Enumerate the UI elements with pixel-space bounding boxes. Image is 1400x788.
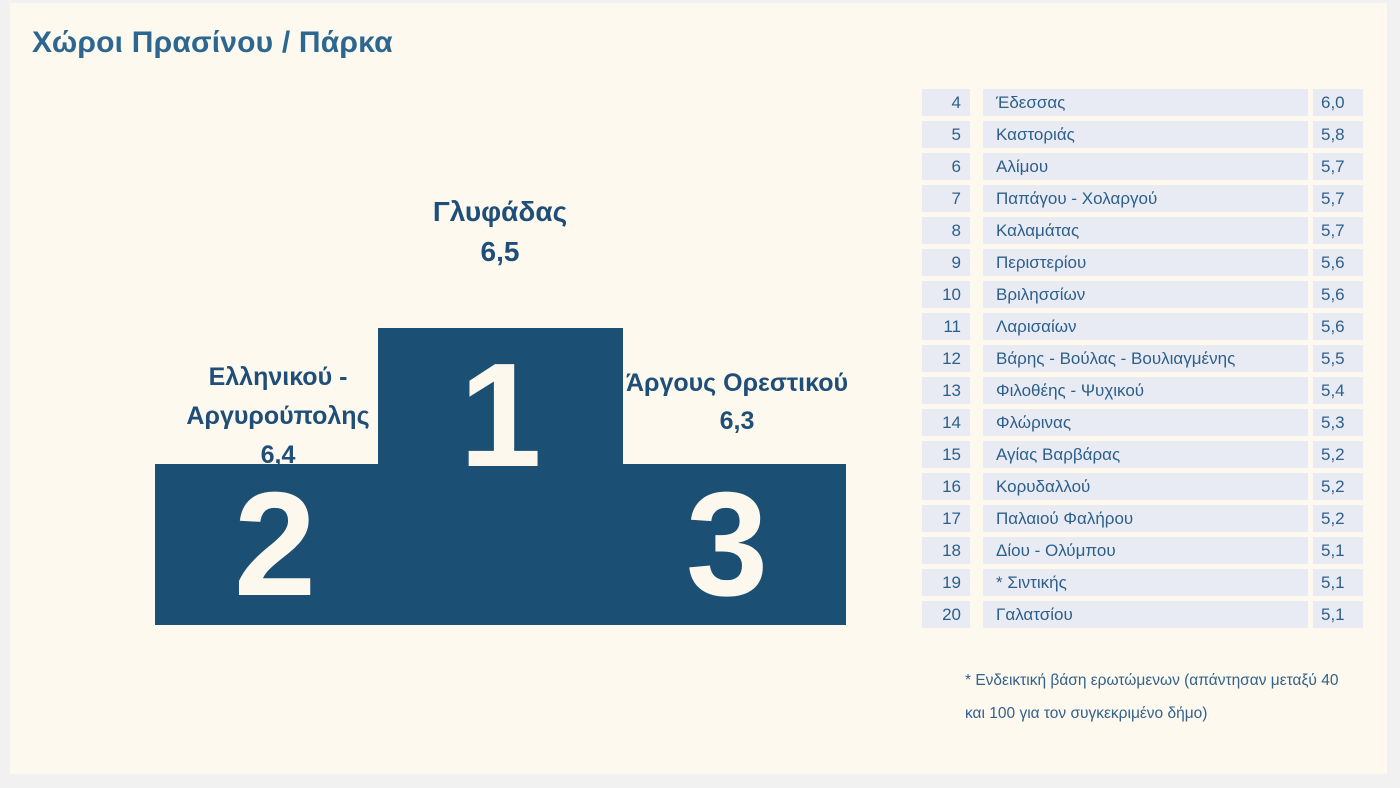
- score-cell: 5,1: [1313, 537, 1363, 564]
- podium-first-name: Γλυφάδας: [432, 196, 568, 227]
- score-cell: 5,7: [1313, 153, 1363, 180]
- municipality-cell: Φιλοθέης - Ψυχικού: [983, 377, 1308, 404]
- score-cell: 5,6: [1313, 281, 1363, 308]
- score-cell: 5,7: [1313, 217, 1363, 244]
- table-row: 20 Γαλατσίου 5,1: [922, 601, 1363, 628]
- table-row: 10 Βριλησσίων 5,6: [922, 281, 1363, 308]
- score-cell: 5,2: [1313, 473, 1363, 500]
- table-row: 4 Έδεσσας 6,0: [922, 89, 1363, 116]
- score-cell: 5,8: [1313, 121, 1363, 148]
- score-cell: 5,2: [1313, 505, 1363, 532]
- podium-rank-1: 1: [459, 332, 542, 498]
- page-title: Χώροι Πρασίνου / Πάρκα: [32, 26, 393, 59]
- podium-second-name: Ελληνικού - Αργυρούπολης: [186, 363, 370, 430]
- score-cell: 6,0: [1313, 89, 1363, 116]
- rank-cell: 19: [922, 569, 970, 596]
- rank-cell: 4: [922, 89, 970, 116]
- municipality-cell: Παπάγου - Χολαργού: [983, 185, 1308, 212]
- rank-cell: 7: [922, 185, 970, 212]
- podium-third-name: Άργους Ορεστικού: [625, 369, 849, 397]
- rank-cell: 8: [922, 217, 970, 244]
- municipality-cell: Κορυδαλλού: [983, 473, 1308, 500]
- score-cell: 5,1: [1313, 601, 1363, 628]
- rank-cell: 16: [922, 473, 970, 500]
- table-row: 9 Περιστερίου 5,6: [922, 249, 1363, 276]
- footnote: * Ενδεικτική βάση ερωτώμενων (απάντησαν …: [965, 672, 1385, 738]
- rank-cell: 11: [922, 313, 970, 340]
- municipality-cell: Παλαιού Φαλήρου: [983, 505, 1308, 532]
- score-cell: 5,7: [1313, 185, 1363, 212]
- table-row: 6 Αλίμου 5,7: [922, 153, 1363, 180]
- table-row: 15 Αγίας Βαρβάρας 5,2: [922, 441, 1363, 468]
- municipality-cell: Δίου - Ολύμπου: [983, 537, 1308, 564]
- rank-cell: 15: [922, 441, 970, 468]
- municipality-cell: Βάρης - Βούλας - Βουλιαγμένης: [983, 345, 1308, 372]
- table-row: 18 Δίου - Ολύμπου 5,1: [922, 537, 1363, 564]
- score-cell: 5,6: [1313, 249, 1363, 276]
- podium-second-score: 6,4: [260, 441, 296, 469]
- municipality-cell: Φλώρινας: [983, 409, 1308, 436]
- footnote-line-1: * Ενδεικτική βάση ερωτώμενων (απάντησαν …: [965, 672, 1339, 689]
- rank-cell: 17: [922, 505, 970, 532]
- municipality-cell: Αγίας Βαρβάρας: [983, 441, 1308, 468]
- table-row: 14 Φλώρινας 5,3: [922, 409, 1363, 436]
- municipality-cell: Βριλησσίων: [983, 281, 1308, 308]
- rank-cell: 6: [922, 153, 970, 180]
- score-cell: 5,5: [1313, 345, 1363, 372]
- score-cell: 5,2: [1313, 441, 1363, 468]
- rank-cell: 14: [922, 409, 970, 436]
- score-cell: 5,6: [1313, 313, 1363, 340]
- ranking-table: 4 Έδεσσας 6,0 5 Καστοριάς 5,8 6 Αλίμου 5…: [922, 89, 1363, 633]
- podium-rank-2: 2: [233, 461, 317, 627]
- table-row: 13 Φιλοθέης - Ψυχικού 5,4: [922, 377, 1363, 404]
- podium-third-label: Άργους Ορεστικού 6,3: [577, 364, 897, 440]
- table-row: 12 Βάρης - Βούλας - Βουλιαγμένης 5,5: [922, 345, 1363, 372]
- table-row: 11 Λαρισαίων 5,6: [922, 313, 1363, 340]
- table-row: 19 * Σιντικής 5,1: [922, 569, 1363, 596]
- rank-cell: 12: [922, 345, 970, 372]
- podium-rank-3: 3: [685, 461, 769, 627]
- municipality-cell: Έδεσσας: [983, 89, 1308, 116]
- podium-second-label: Ελληνικού - Αργυρούπολης 6,4: [148, 358, 408, 475]
- municipality-cell: Λαρισαίων: [983, 313, 1308, 340]
- municipality-cell: Αλίμου: [983, 153, 1308, 180]
- rank-cell: 18: [922, 537, 970, 564]
- score-cell: 5,3: [1313, 409, 1363, 436]
- table-row: 8 Καλαμάτας 5,7: [922, 217, 1363, 244]
- podium-first-place-block: [378, 328, 623, 625]
- rank-cell: 9: [922, 249, 970, 276]
- score-cell: 5,1: [1313, 569, 1363, 596]
- score-cell: 5,4: [1313, 377, 1363, 404]
- podium-first-score: 6,5: [480, 236, 520, 267]
- municipality-cell: * Σιντικής: [983, 569, 1308, 596]
- table-row: 5 Καστοριάς 5,8: [922, 121, 1363, 148]
- rank-cell: 20: [922, 601, 970, 628]
- footnote-line-2: και 100 για τον συγκεκριμένο δήμο): [965, 705, 1208, 722]
- podium-first-label: Γλυφάδας 6,5: [350, 192, 650, 272]
- municipality-cell: Περιστερίου: [983, 249, 1308, 276]
- municipality-cell: Καλαμάτας: [983, 217, 1308, 244]
- podium-third-score: 6,3: [719, 407, 755, 435]
- table-row: 7 Παπάγου - Χολαργού 5,7: [922, 185, 1363, 212]
- municipality-cell: Καστοριάς: [983, 121, 1308, 148]
- municipality-cell: Γαλατσίου: [983, 601, 1308, 628]
- table-row: 16 Κορυδαλλού 5,2: [922, 473, 1363, 500]
- rank-cell: 10: [922, 281, 970, 308]
- table-row: 17 Παλαιού Φαλήρου 5,2: [922, 505, 1363, 532]
- rank-cell: 13: [922, 377, 970, 404]
- rank-cell: 5: [922, 121, 970, 148]
